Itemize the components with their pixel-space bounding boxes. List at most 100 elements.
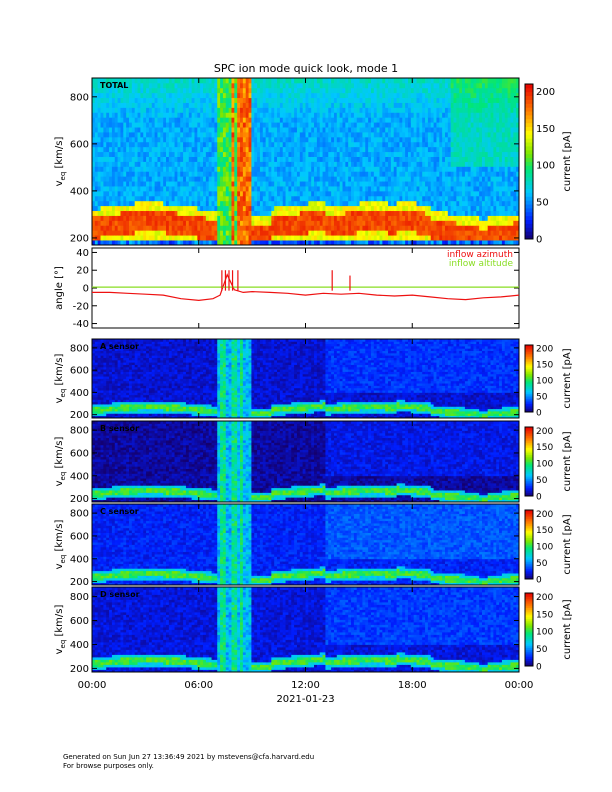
x-tick-label: 18:00 bbox=[398, 680, 427, 691]
colorbar-segment bbox=[525, 84, 533, 88]
y-axis-label-sub: eq bbox=[59, 555, 67, 564]
y-axis-label: veq [km/s] bbox=[54, 520, 67, 570]
colorbar-segment bbox=[525, 142, 533, 146]
colorbar-tick-label: 100 bbox=[536, 161, 555, 172]
y-tick-label: 200 bbox=[70, 233, 89, 244]
colorbar-segment bbox=[525, 216, 533, 220]
colorbar-segment bbox=[525, 196, 533, 200]
colorbar-segment bbox=[525, 127, 533, 131]
y-axis-label: angle [°] bbox=[54, 266, 65, 310]
colorbar-segment bbox=[525, 134, 533, 138]
y-tick-label: 400 bbox=[70, 640, 89, 651]
panel-label: B sensor bbox=[100, 424, 139, 433]
y-axis-label-unit: [km/s] bbox=[54, 520, 65, 555]
y-tick-label: 600 bbox=[70, 531, 89, 542]
footer-generated-line: Generated on Sun Jun 27 13:36:49 2021 by… bbox=[63, 753, 314, 762]
colorbar-segment bbox=[525, 146, 533, 150]
y-tick-label: 400 bbox=[70, 186, 89, 197]
colorbar-segment bbox=[525, 212, 533, 216]
colorbar-tick-label: 200 bbox=[536, 427, 553, 437]
colorbar-segment bbox=[525, 181, 533, 185]
y-tick-label: 200 bbox=[70, 494, 89, 505]
panel-label: C sensor bbox=[100, 507, 139, 516]
colorbar-segment bbox=[525, 200, 533, 204]
colorbar-segment bbox=[525, 193, 533, 197]
colorbar-segment bbox=[525, 138, 533, 142]
panel-label: TOTAL bbox=[100, 81, 128, 90]
y-axis-label: veq [km/s] bbox=[54, 354, 67, 404]
colorbar-tick-label: 200 bbox=[536, 345, 553, 355]
footer-browse-note: For browse purposes only. bbox=[63, 762, 154, 771]
colorbar-tick-label: 200 bbox=[536, 510, 553, 520]
y-axis-label-unit: [km/s] bbox=[54, 437, 65, 472]
x-axis-label: 2021-01-23 bbox=[276, 694, 334, 705]
colorbar-segment bbox=[525, 96, 533, 100]
colorbar-segment bbox=[525, 154, 533, 158]
y-axis-label: veq [km/s] bbox=[54, 137, 67, 187]
y-tick-label: -20 bbox=[73, 301, 89, 312]
colorbar-segment bbox=[525, 220, 533, 224]
heatmap-cells bbox=[92, 339, 519, 418]
x-tick-label: 06:00 bbox=[184, 680, 213, 691]
colorbar-segment bbox=[525, 88, 533, 92]
y-tick-label: 800 bbox=[70, 426, 89, 437]
colorbar-segment bbox=[525, 158, 533, 162]
colorbar-label: current [pA] bbox=[562, 431, 573, 491]
panel-label: A sensor bbox=[100, 342, 139, 351]
colorbar-segment bbox=[525, 115, 533, 119]
colorbar-label: current [pA] bbox=[562, 348, 573, 408]
y-tick-label: 800 bbox=[70, 343, 89, 354]
y-tick-label: 400 bbox=[70, 471, 89, 482]
colorbar-label: current [pA] bbox=[562, 599, 573, 659]
x-tick-label: 00:00 bbox=[78, 680, 107, 691]
y-axis-label: veq [km/s] bbox=[54, 437, 67, 487]
colorbar-segment bbox=[525, 123, 533, 127]
y-axis-label-sub: eq bbox=[59, 172, 67, 181]
y-axis-label-unit: [km/s] bbox=[54, 605, 65, 640]
y-axis-label: veq [km/s] bbox=[54, 605, 67, 655]
colorbar-tick-label: 50 bbox=[536, 393, 548, 403]
heatmap-cells bbox=[92, 421, 519, 502]
colorbar-label: current [pA] bbox=[562, 131, 573, 191]
colorbar-segment bbox=[525, 169, 533, 173]
y-axis-label-sub: eq bbox=[59, 389, 67, 398]
colorbar-segment bbox=[525, 185, 533, 189]
colorbar-tick-label: 150 bbox=[536, 610, 553, 620]
colorbar-tick-label: 100 bbox=[536, 543, 553, 553]
colorbar-segment bbox=[525, 107, 533, 111]
colorbar-segment bbox=[525, 177, 533, 181]
colorbar-segment bbox=[525, 173, 533, 177]
colorbar-tick-label: 50 bbox=[536, 476, 548, 486]
colorbar-segment bbox=[525, 162, 533, 166]
y-tick-label: -40 bbox=[73, 319, 89, 330]
colorbar-segment bbox=[525, 119, 533, 123]
colorbar-tick-label: 150 bbox=[536, 443, 553, 453]
colorbar-tick-label: 0 bbox=[536, 576, 542, 586]
colorbar-segment bbox=[525, 131, 533, 135]
colorbar-tick-label: 200 bbox=[536, 87, 555, 98]
colorbar-tick-label: 100 bbox=[536, 460, 553, 470]
colorbar-segment bbox=[525, 111, 533, 115]
colorbar-segment bbox=[525, 92, 533, 96]
chart-title: SPC ion mode quick look, mode 1 bbox=[214, 62, 398, 75]
heatmap-cells bbox=[92, 504, 519, 585]
colorbar-tick-label: 150 bbox=[536, 361, 553, 371]
x-tick-label: 12:00 bbox=[291, 680, 320, 691]
y-tick-label: 800 bbox=[70, 509, 89, 520]
colorbar-segment bbox=[525, 227, 533, 231]
y-tick-label: 200 bbox=[70, 410, 89, 421]
colorbar-tick-label: 0 bbox=[536, 409, 542, 419]
y-tick-label: 20 bbox=[76, 266, 89, 277]
y-tick-label: 600 bbox=[70, 448, 89, 459]
y-axis-label-unit: [km/s] bbox=[54, 354, 65, 389]
colorbar-segment bbox=[525, 224, 533, 228]
y-axis-label-sub: eq bbox=[59, 640, 67, 649]
colorbar-label: current [pA] bbox=[562, 514, 573, 574]
